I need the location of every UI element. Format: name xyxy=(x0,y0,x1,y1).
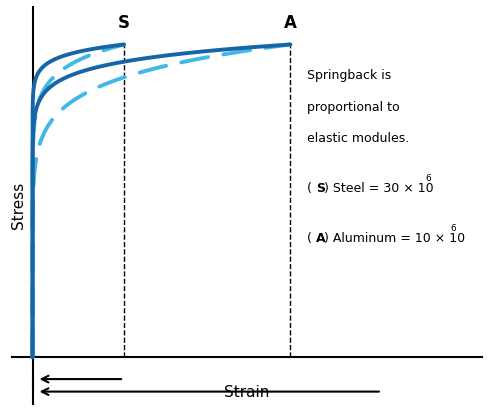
Text: elastic modules.: elastic modules. xyxy=(307,132,409,145)
Text: proportional to: proportional to xyxy=(307,101,400,114)
Text: A: A xyxy=(284,14,296,32)
Text: S: S xyxy=(316,182,325,195)
Text: A: A xyxy=(316,232,326,245)
Text: Springback is: Springback is xyxy=(307,69,391,82)
X-axis label: Strain: Strain xyxy=(224,385,270,400)
Text: ) Aluminum = 10 × 10: ) Aluminum = 10 × 10 xyxy=(324,232,466,245)
Text: 6: 6 xyxy=(450,224,456,233)
Text: (: ( xyxy=(307,182,312,195)
Text: ) Steel = 30 × 10: ) Steel = 30 × 10 xyxy=(324,182,434,195)
Text: (: ( xyxy=(307,232,312,245)
Y-axis label: Stress: Stress xyxy=(10,182,26,229)
Text: 6: 6 xyxy=(426,174,431,183)
Text: S: S xyxy=(118,14,130,32)
